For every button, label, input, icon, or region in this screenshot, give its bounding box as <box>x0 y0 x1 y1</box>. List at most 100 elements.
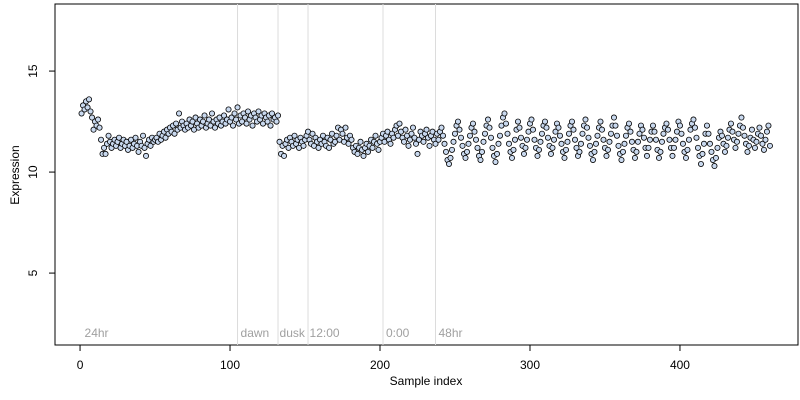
point <box>96 124 103 131</box>
point <box>408 130 415 137</box>
point <box>309 130 316 137</box>
point <box>505 140 512 147</box>
point <box>90 126 97 133</box>
point <box>396 120 403 127</box>
point <box>420 138 427 145</box>
point <box>401 138 408 145</box>
plot-box <box>54 3 799 346</box>
annotation: 12:00 <box>310 326 340 340</box>
x-tick-label: 100 <box>220 358 240 372</box>
point <box>694 144 701 151</box>
point <box>171 130 178 137</box>
point <box>87 108 94 115</box>
point <box>670 144 677 151</box>
annotation: 24hr <box>85 326 109 340</box>
point <box>528 116 535 123</box>
point <box>606 138 613 145</box>
point <box>549 144 556 151</box>
point <box>571 136 578 143</box>
annotation: 48hr <box>438 326 462 340</box>
point <box>597 118 604 125</box>
point <box>570 126 577 133</box>
point <box>478 148 485 155</box>
point <box>212 124 219 131</box>
point <box>651 128 658 135</box>
point <box>140 132 147 139</box>
point <box>615 142 622 149</box>
point <box>465 140 472 147</box>
point <box>456 126 463 133</box>
point <box>360 152 367 159</box>
point <box>672 136 679 143</box>
point <box>757 132 764 139</box>
point <box>522 144 529 151</box>
point <box>291 132 298 139</box>
annotation: dawn <box>241 326 270 340</box>
point <box>481 130 488 137</box>
point <box>369 144 376 151</box>
point <box>745 142 752 149</box>
point <box>682 154 689 161</box>
point <box>504 130 511 137</box>
point <box>435 136 442 143</box>
point <box>469 120 476 127</box>
point <box>565 130 572 137</box>
y-tick-label: 5 <box>26 269 40 276</box>
point <box>684 146 691 153</box>
x-tick-label: 0 <box>77 358 84 372</box>
point <box>729 128 736 135</box>
point <box>721 148 728 155</box>
point <box>162 134 169 141</box>
point <box>84 104 91 111</box>
point <box>738 114 745 121</box>
point <box>89 114 96 121</box>
point <box>230 122 237 129</box>
point <box>618 156 625 163</box>
point <box>582 116 589 123</box>
point <box>753 138 760 145</box>
point <box>739 124 746 131</box>
point <box>562 146 569 153</box>
point <box>708 148 715 155</box>
point <box>691 124 698 131</box>
point <box>643 152 650 159</box>
point <box>576 148 583 155</box>
point <box>267 122 274 129</box>
point <box>414 150 421 157</box>
point <box>585 134 592 141</box>
point <box>273 118 280 125</box>
point <box>423 126 430 133</box>
point <box>550 136 557 143</box>
point <box>387 140 394 147</box>
y-tick-label: 15 <box>26 64 40 78</box>
point <box>765 122 772 129</box>
point <box>762 136 769 143</box>
point <box>95 116 102 123</box>
point <box>756 124 763 131</box>
point <box>276 138 283 145</box>
point <box>243 120 250 127</box>
point <box>561 154 568 161</box>
point <box>451 130 458 137</box>
point <box>586 142 593 149</box>
point <box>763 128 770 135</box>
point <box>480 138 487 145</box>
point <box>315 144 322 151</box>
point <box>700 140 707 147</box>
point <box>375 146 382 153</box>
point <box>712 154 719 161</box>
point <box>541 118 548 125</box>
point <box>744 148 751 155</box>
point <box>669 152 676 159</box>
point <box>147 142 154 149</box>
point <box>535 146 542 153</box>
point <box>173 120 180 127</box>
point <box>733 138 740 145</box>
point <box>652 136 659 143</box>
point <box>249 122 256 129</box>
point <box>621 140 628 147</box>
point <box>410 124 417 131</box>
point <box>511 136 518 143</box>
point <box>555 124 562 131</box>
point <box>255 108 262 115</box>
